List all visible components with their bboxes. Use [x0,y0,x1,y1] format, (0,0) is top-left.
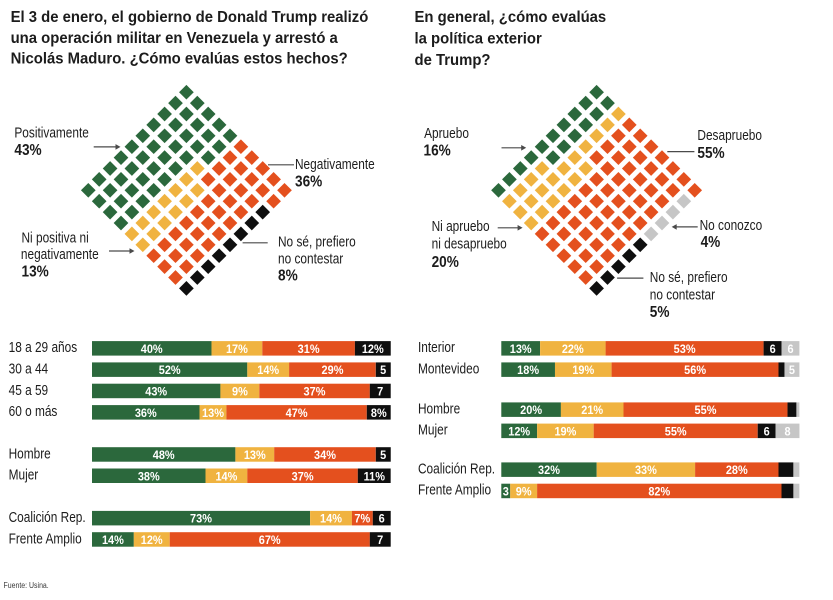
svg-text:11%: 11% [364,471,385,483]
svg-text:No sé, prefiero: No sé, prefiero [650,269,728,285]
svg-text:36%: 36% [135,408,157,420]
svg-text:52%: 52% [159,365,181,377]
svg-text:Hombre: Hombre [9,445,51,461]
svg-text:36%: 36% [295,174,322,191]
svg-text:8%: 8% [278,268,298,285]
svg-text:19%: 19% [554,426,576,438]
svg-text:5: 5 [380,365,387,377]
svg-text:6: 6 [770,344,776,356]
svg-text:Fuente: Usina.: Fuente: Usina. [4,580,49,590]
svg-text:7%: 7% [354,513,370,525]
svg-text:4%: 4% [701,234,721,251]
svg-text:6: 6 [787,344,793,356]
svg-text:14%: 14% [320,513,342,525]
svg-text:14%: 14% [257,365,279,377]
svg-text:9%: 9% [232,386,248,398]
svg-text:29%: 29% [322,365,344,377]
svg-text:Frente Amplio: Frente Amplio [9,530,82,546]
svg-text:Apruebo: Apruebo [424,125,469,141]
svg-text:48%: 48% [153,450,175,462]
svg-text:Interior: Interior [418,339,455,355]
svg-text:Coalición Rep.: Coalición Rep. [9,509,86,525]
svg-text:En general, ¿cómo evalúas: En general, ¿cómo evalúas [415,9,607,27]
svg-text:6: 6 [379,513,385,525]
svg-text:13%: 13% [510,344,532,356]
svg-text:12%: 12% [141,535,163,547]
svg-text:43%: 43% [14,142,41,159]
svg-text:Desapruebo: Desapruebo [697,127,762,143]
svg-text:Ni apruebo: Ni apruebo [432,218,490,234]
svg-text:13%: 13% [244,450,266,462]
svg-text:Coalición Rep.: Coalición Rep. [418,460,495,476]
svg-text:32%: 32% [538,465,560,477]
svg-text:5: 5 [380,450,387,462]
svg-text:60 o más: 60 o más [9,403,58,419]
svg-text:14%: 14% [215,471,237,483]
svg-text:30 a 44: 30 a 44 [9,360,49,376]
svg-text:no contestar: no contestar [278,250,344,266]
svg-text:33%: 33% [635,465,657,477]
svg-text:una operación militar en Venez: una operación militar en Venezuela y arr… [11,29,339,47]
svg-text:Mujer: Mujer [418,422,448,438]
svg-text:ni desapruebo: ni desapruebo [432,235,507,251]
svg-text:34%: 34% [314,450,336,462]
svg-text:3: 3 [503,486,509,498]
svg-text:Ni positiva ni: Ni positiva ni [22,229,89,245]
svg-text:No conozco: No conozco [700,217,763,233]
svg-text:Hombre: Hombre [418,400,460,416]
svg-text:20%: 20% [520,405,542,417]
svg-text:7: 7 [377,386,383,398]
svg-text:37%: 37% [304,386,326,398]
svg-text:12%: 12% [508,426,530,438]
svg-text:82%: 82% [648,486,670,498]
svg-text:16%: 16% [424,143,451,160]
svg-text:53%: 53% [674,344,696,356]
svg-text:Nicolás Maduro. ¿Cómo evalúas: Nicolás Maduro. ¿Cómo evalúas estos hech… [11,50,348,68]
svg-text:19%: 19% [572,365,594,377]
svg-text:negativamente: negativamente [21,246,99,262]
svg-text:31%: 31% [298,344,320,356]
svg-text:43%: 43% [145,386,167,398]
svg-text:No sé, prefiero: No sé, prefiero [278,233,356,249]
svg-text:55%: 55% [665,426,687,438]
svg-text:13%: 13% [22,264,49,281]
svg-text:6: 6 [764,426,770,438]
svg-text:Positivamente: Positivamente [14,124,88,140]
svg-text:22%: 22% [562,344,584,356]
svg-text:13%: 13% [202,408,224,420]
svg-text:17%: 17% [226,344,248,356]
svg-text:8: 8 [784,426,790,438]
svg-text:67%: 67% [259,535,281,547]
svg-text:20%: 20% [432,254,459,271]
svg-text:5%: 5% [650,304,670,321]
svg-text:40%: 40% [141,344,163,356]
svg-text:47%: 47% [286,408,308,420]
svg-text:El 3 de enero, el gobierno de: El 3 de enero, el gobierno de Donald Tru… [11,9,369,27]
svg-text:28%: 28% [726,465,748,477]
svg-text:14%: 14% [102,535,124,547]
svg-text:la política exterior: la política exterior [415,30,542,48]
svg-text:Negativamente: Negativamente [295,156,375,172]
svg-text:de Trump?: de Trump? [415,51,491,69]
svg-text:7: 7 [377,535,383,547]
svg-text:9%: 9% [516,486,532,498]
svg-text:38%: 38% [138,471,160,483]
svg-text:45 a 59: 45 a 59 [9,382,49,398]
svg-text:18%: 18% [517,365,539,377]
svg-text:no contestar: no contestar [650,287,716,303]
svg-text:55%: 55% [695,405,717,417]
svg-text:12%: 12% [362,344,384,356]
svg-text:55%: 55% [697,145,724,162]
svg-text:37%: 37% [292,471,314,483]
svg-text:56%: 56% [684,365,706,377]
svg-text:18 a 29 años: 18 a 29 años [9,339,78,355]
svg-text:5: 5 [789,365,796,377]
svg-text:Montevideo: Montevideo [418,360,479,376]
svg-text:21%: 21% [581,405,603,417]
svg-text:Mujer: Mujer [9,467,39,483]
svg-text:73%: 73% [190,513,212,525]
svg-text:8%: 8% [371,408,387,420]
svg-text:Frente Amplio: Frente Amplio [418,482,491,498]
